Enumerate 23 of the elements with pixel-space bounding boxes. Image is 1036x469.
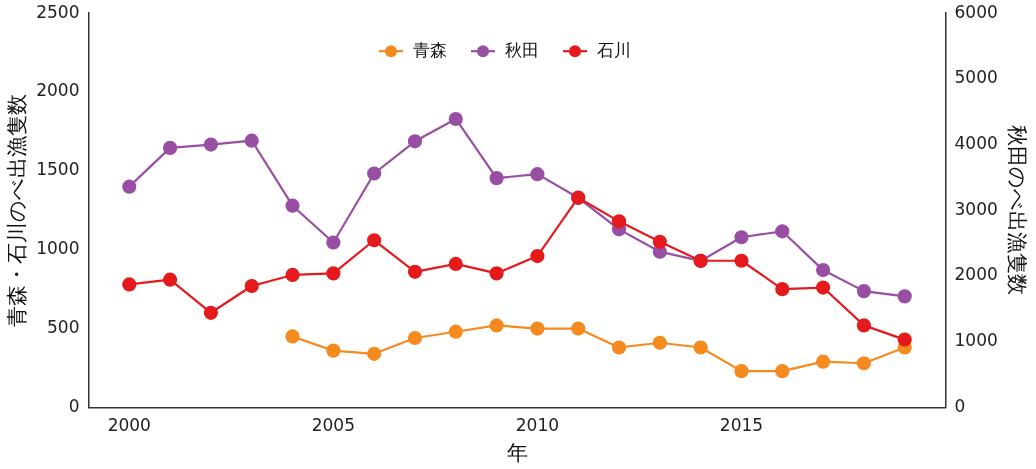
y-tick-label: 1000 <box>36 238 80 259</box>
legend-label: 秋田 <box>505 39 539 60</box>
y2-tick-label: 6000 <box>954 1 998 22</box>
y-tick-label: 2000 <box>36 80 80 101</box>
y2-tick-label: 2000 <box>954 264 998 285</box>
y-tick-label: 0 <box>68 395 80 416</box>
y2-tick-label: 1000 <box>954 330 998 351</box>
y2-tick-label: 5000 <box>954 67 998 88</box>
y2-axis-title: 秋田のべ出漁隻数 <box>1004 125 1029 296</box>
legend-label: 石川 <box>597 39 631 60</box>
y2-tick-label: 4000 <box>954 133 998 154</box>
legend-label: 青森 <box>413 39 447 60</box>
y-tick-label: 2500 <box>36 1 80 22</box>
x-tick-label: 2000 <box>107 415 151 436</box>
x-tick-label: 2015 <box>719 415 764 436</box>
y-axis-title: 青森・石川のべ出漁隻数 <box>5 93 30 327</box>
y2-tick-label: 0 <box>954 395 966 416</box>
y2-tick-label: 3000 <box>954 198 998 219</box>
x-tick-label: 2005 <box>311 415 355 436</box>
x-tick-label: 2010 <box>515 415 560 436</box>
x-axis-title: 年 <box>506 440 528 465</box>
y-tick-label: 500 <box>47 316 80 337</box>
y-tick-label: 1500 <box>36 159 80 180</box>
